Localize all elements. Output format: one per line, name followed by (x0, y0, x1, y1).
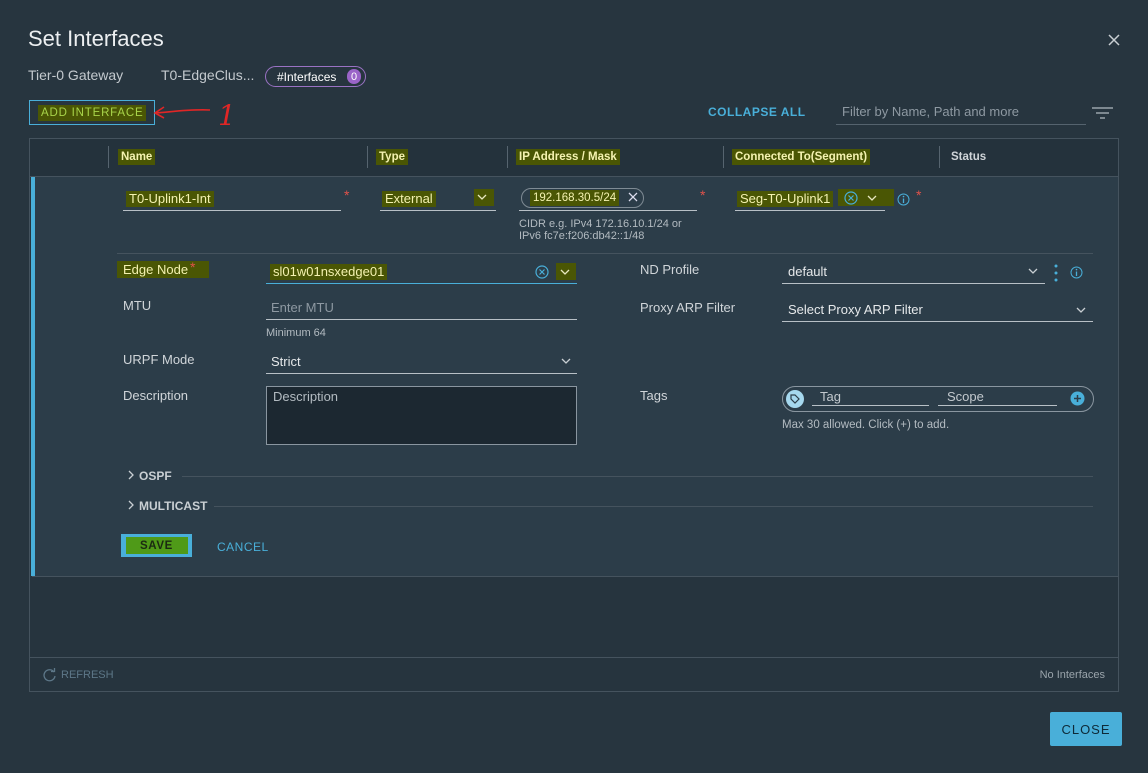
ip-hint: CIDR e.g. IPv4 172.16.10.1/24 or (519, 218, 682, 230)
nd-profile-label: ND Profile (640, 262, 700, 277)
tags-hint: Max 30 allowed. Click (+) to add. (782, 419, 950, 431)
save-button[interactable]: SAVE (121, 534, 192, 557)
chevron[interactable] (867, 195, 877, 201)
info-icon[interactable] (1070, 266, 1083, 279)
chevron (561, 358, 571, 364)
chevron (477, 194, 487, 200)
clear-icon[interactable] (535, 265, 549, 279)
tags-input[interactable] (782, 386, 1094, 412)
urpf-label: URPF Mode (123, 352, 195, 367)
column-header: Type (376, 149, 408, 165)
chevron (1028, 268, 1038, 274)
ip-address: 192.168.30.5/24 (530, 190, 620, 206)
status-text: No Interfaces (1039, 669, 1105, 681)
name-input[interactable]: T0-Uplink1-Int (126, 191, 214, 207)
close-icon[interactable] (1108, 34, 1120, 46)
proxy-arp-select[interactable]: Select Proxy ARP Filter (788, 302, 923, 317)
column-header: IP Address / Mask (516, 149, 620, 165)
column-header: Name (118, 149, 156, 165)
filter-icon[interactable] (1092, 107, 1114, 119)
urpf-select[interactable]: Strict (271, 354, 301, 369)
badge-label: #Interfaces (277, 70, 337, 84)
add-tag[interactable] (1070, 391, 1085, 406)
edge-chevron[interactable] (556, 263, 576, 280)
button-label: SAVE (140, 540, 173, 552)
edge-node-input[interactable]: sl01w01nsxedge01 (270, 264, 388, 280)
ip-hint: IPv6 fc7e:f206:db42::1/48 (519, 230, 645, 242)
column-header: Connected To(Segment) (732, 149, 871, 165)
section-toggle[interactable]: OSPF (139, 469, 172, 483)
badge-count: 0 (347, 69, 361, 84)
edge-node-label-bg (117, 261, 209, 278)
info-icon[interactable] (897, 193, 910, 206)
description-placeholder: Description (273, 389, 339, 404)
ip-chip: 192.168.30.5/24 (521, 188, 644, 208)
refresh-button: REFRESH (61, 669, 114, 681)
tag-icon (786, 390, 804, 408)
gateway-name: T0-EdgeClus... (161, 67, 255, 83)
description-label: Description (123, 388, 189, 403)
type-select[interactable]: External (382, 191, 436, 207)
segment-controls (838, 189, 894, 206)
interfaces-table (29, 138, 1119, 692)
mtu-hint: Minimum 64 (266, 327, 326, 339)
collapse-all[interactable]: COLLAPSE ALL (708, 105, 806, 119)
chip-remove[interactable] (628, 192, 638, 202)
expand-icon[interactable] (128, 500, 134, 510)
clear-icon[interactable] (844, 191, 858, 205)
add-interface-button[interactable]: ADD INTERFACE (29, 100, 155, 125)
close-button[interactable]: CLOSE (1050, 712, 1122, 746)
annotation-number: 1 (218, 99, 236, 132)
chevron (1076, 307, 1086, 313)
required-mark: * (700, 187, 706, 203)
button-label: CLOSE (1061, 722, 1111, 737)
column-header: Status (951, 151, 987, 163)
expand-icon[interactable] (128, 470, 134, 480)
section-toggle[interactable]: MULTICAST (139, 499, 208, 513)
proxy-arp-label: Proxy ARP Filter (640, 300, 736, 315)
tags-label: Tags (640, 388, 668, 403)
edit-row (32, 177, 1118, 577)
mtu-label: MTU (123, 298, 152, 313)
edge-node-label: Edge Node (123, 262, 189, 277)
segment-select[interactable]: Seg-T0-Uplink1 (737, 191, 834, 207)
dialog-title: Set Interfaces (28, 26, 164, 51)
kebab-menu[interactable] (1054, 264, 1058, 282)
chevron (560, 269, 570, 275)
annotation-arrow (153, 106, 211, 119)
interfaces-badge: #Interfaces 0 (265, 66, 366, 87)
tag-input[interactable]: Tag (820, 389, 841, 404)
scope-input[interactable]: Scope (947, 389, 984, 404)
mtu-input[interactable]: Enter MTU (271, 300, 334, 315)
gateway-label: Tier-0 Gateway (28, 67, 124, 83)
refresh-icon (43, 668, 56, 682)
description-textarea[interactable]: Description (266, 386, 577, 445)
required-mark: * (344, 187, 350, 203)
filter-input[interactable]: Filter by Name, Path and more (842, 104, 1020, 119)
button-label: ADD INTERFACE (38, 105, 147, 121)
nd-profile-select[interactable]: default (788, 264, 828, 279)
cancel-button[interactable]: CANCEL (217, 540, 269, 554)
required-mark: * (916, 187, 922, 203)
required-mark: * (190, 259, 196, 275)
